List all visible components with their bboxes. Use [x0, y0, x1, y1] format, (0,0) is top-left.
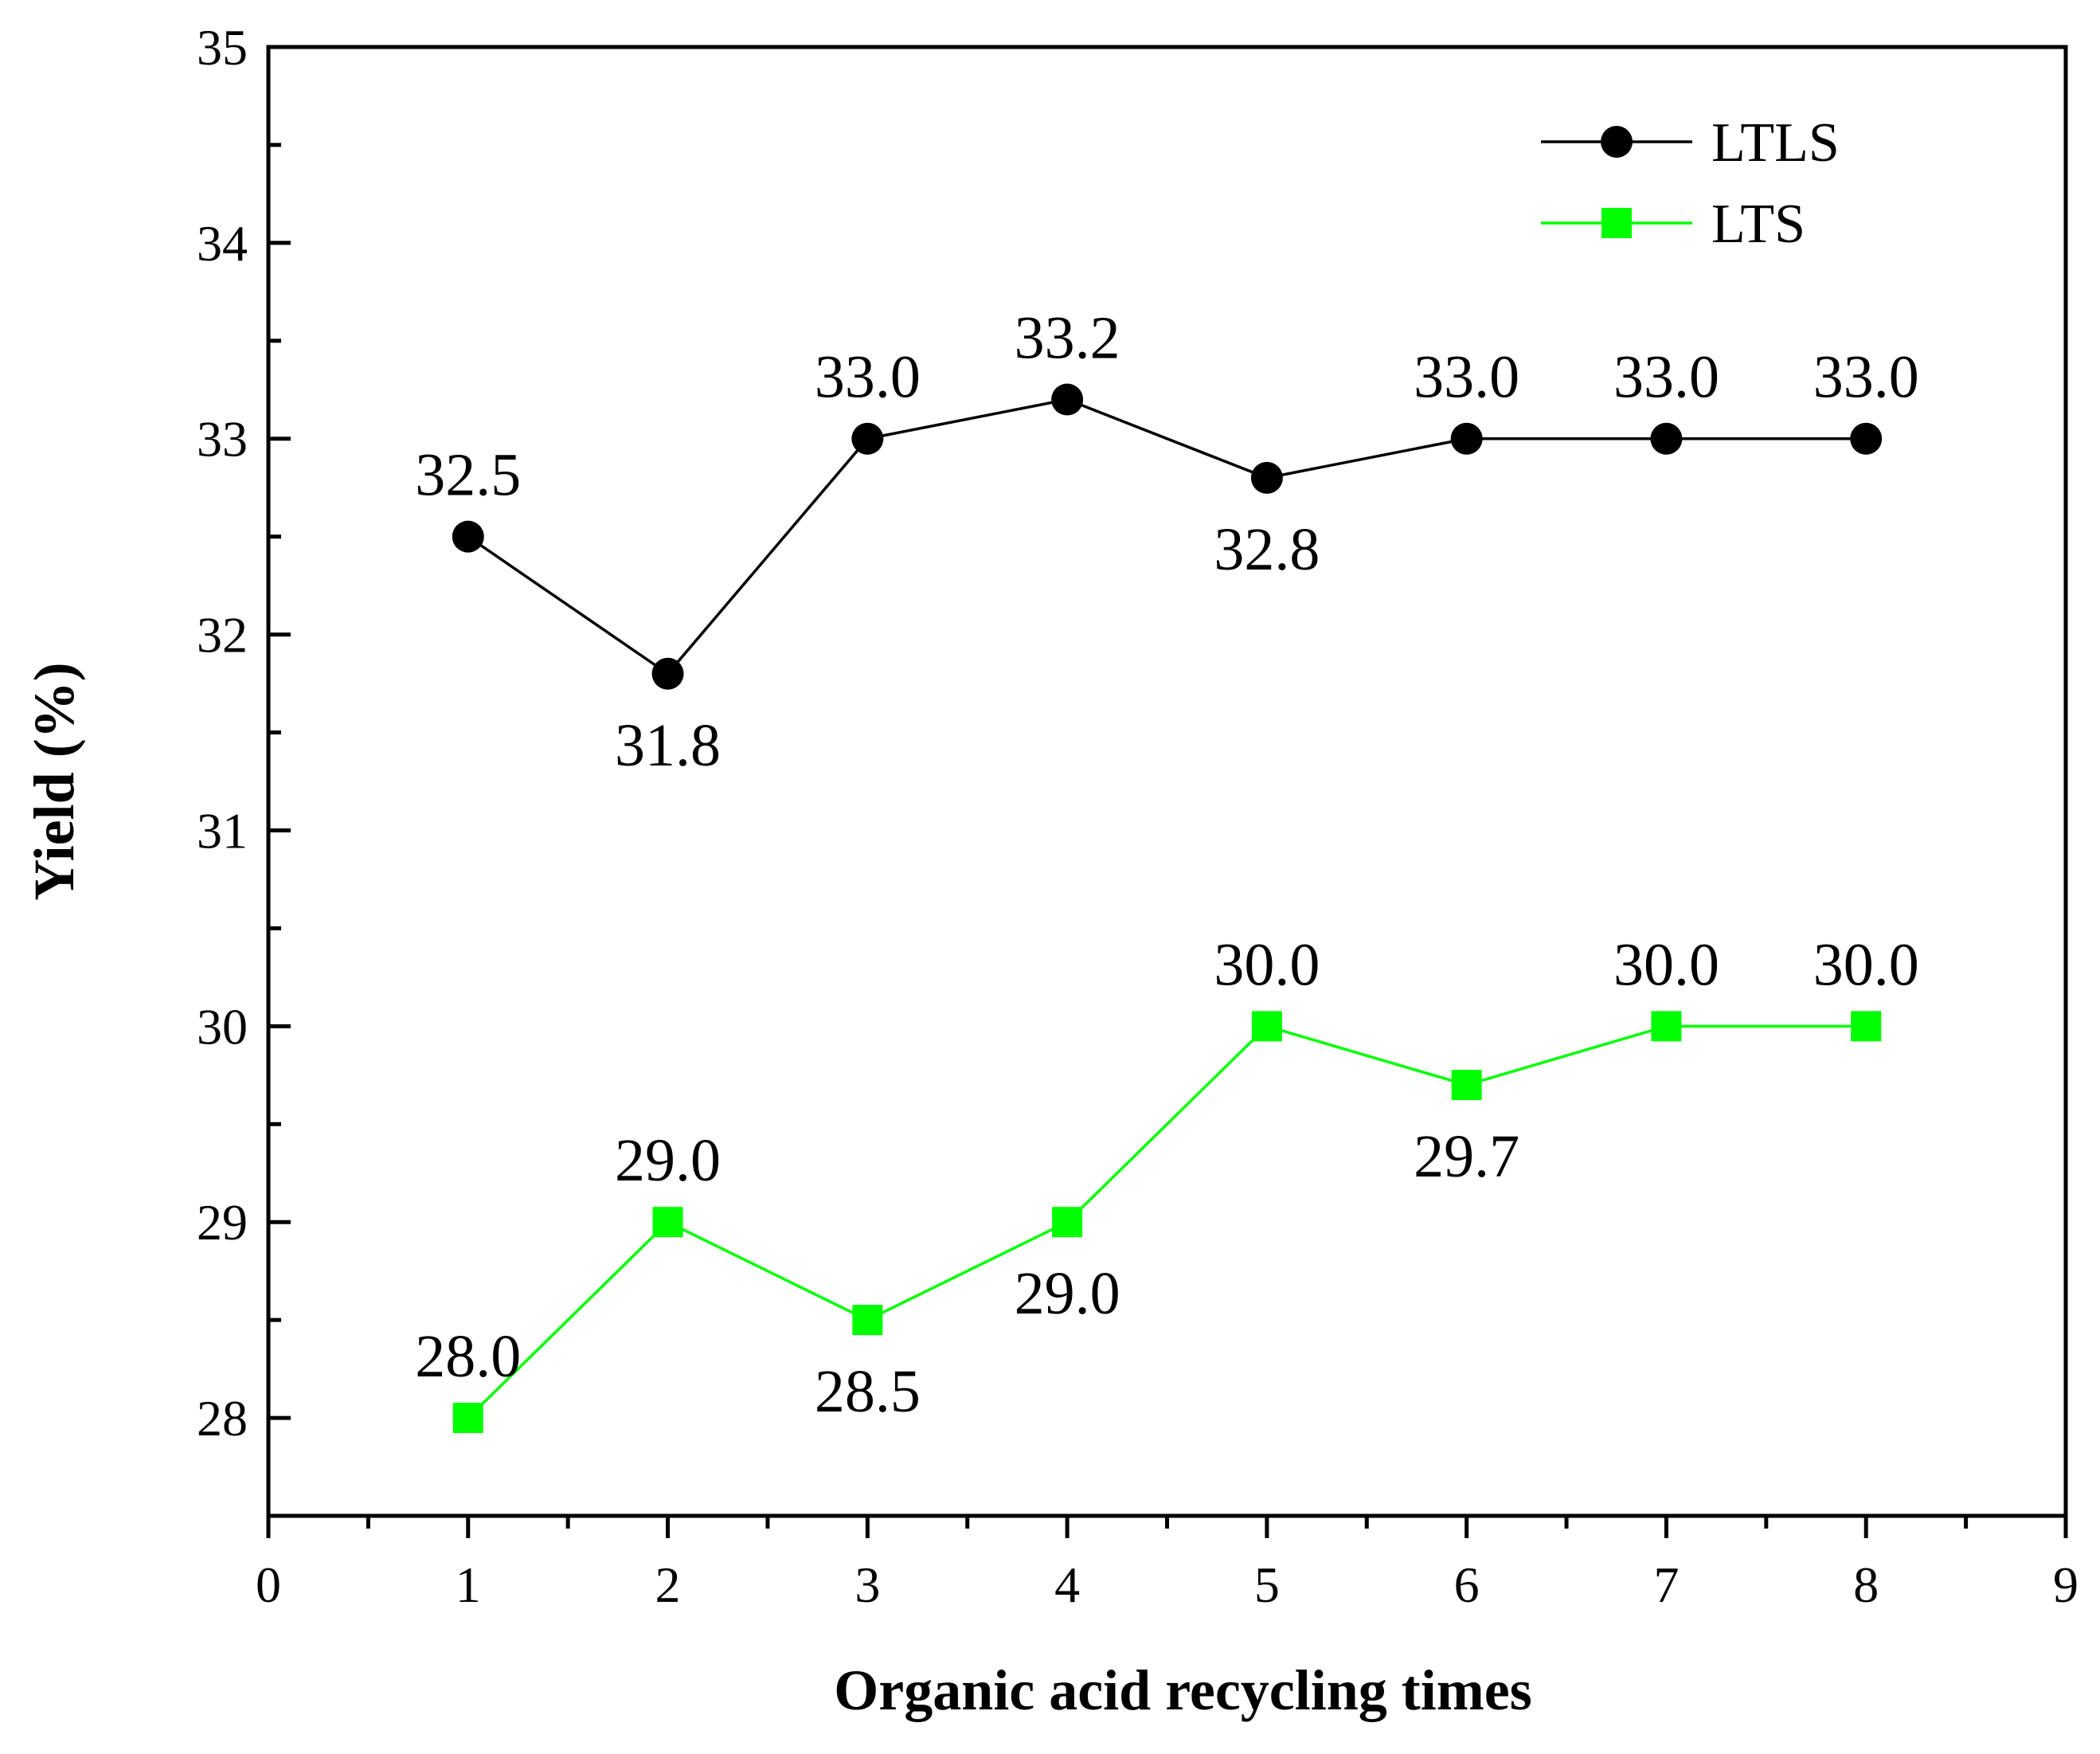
- data-point-lts: [1451, 1070, 1482, 1101]
- data-label: 29.0: [615, 1127, 721, 1194]
- data-point-lts: [1851, 1011, 1882, 1042]
- data-label: 32.8: [1214, 516, 1320, 583]
- data-point-lts: [1052, 1207, 1083, 1238]
- data-label: 29.7: [1414, 1123, 1519, 1190]
- x-tick-label: 4: [1054, 1556, 1080, 1613]
- data-label: 30.0: [1613, 931, 1719, 998]
- legend-label-ltls: LTLS: [1711, 112, 1840, 174]
- y-tick-label: 29: [197, 1194, 248, 1251]
- data-label: 33.0: [815, 344, 921, 411]
- data-label: 29.0: [1015, 1260, 1120, 1327]
- data-point-ltls: [651, 657, 684, 690]
- data-point-lts: [1651, 1011, 1682, 1042]
- data-point-ltls: [1850, 422, 1883, 455]
- series-line-lts: [467, 1024, 1867, 1419]
- data-point-ltls: [1450, 422, 1483, 455]
- x-tick-label: 6: [1454, 1556, 1480, 1613]
- data-point-ltls: [1051, 383, 1084, 416]
- data-point-lts: [852, 1305, 883, 1336]
- series-line-ltls: [467, 397, 1867, 676]
- data-label: 33.0: [1414, 344, 1519, 411]
- y-tick-label: 28: [197, 1390, 248, 1447]
- plot-frame: [266, 45, 2068, 1518]
- data-label: 33.0: [1813, 344, 1919, 411]
- legend-marker-circle: [1601, 126, 1633, 158]
- legend-marker-square: [1601, 208, 1632, 238]
- y-tick-label: 30: [197, 998, 248, 1055]
- data-label: 33.0: [1613, 344, 1719, 411]
- x-axis-title: Organic acid recycling times: [834, 1658, 1531, 1722]
- y-tick-label: 35: [197, 19, 248, 76]
- data-label: 28.5: [815, 1358, 921, 1425]
- data-label: 30.0: [1813, 931, 1919, 998]
- x-tick-label: 1: [456, 1556, 481, 1613]
- data-point-ltls: [452, 520, 484, 553]
- y-axis-title: Yield (%): [22, 662, 86, 900]
- x-tick-label: 0: [256, 1556, 281, 1613]
- data-label: 30.0: [1214, 931, 1320, 998]
- x-tick-label: 5: [1254, 1556, 1280, 1613]
- data-point-lts: [1251, 1011, 1282, 1042]
- data-point-ltls: [1650, 422, 1683, 455]
- data-point-lts: [452, 1403, 483, 1434]
- y-tick-label: 32: [197, 607, 248, 664]
- data-point-ltls: [1250, 461, 1283, 494]
- y-tick-label: 34: [197, 215, 248, 272]
- data-label: 28.0: [415, 1323, 521, 1390]
- x-tick-label: 9: [2053, 1556, 2078, 1613]
- y-tick-label: 33: [197, 411, 248, 468]
- data-label: 32.5: [415, 442, 521, 509]
- data-label: 31.8: [615, 712, 721, 779]
- x-tick-label: 3: [854, 1556, 880, 1613]
- x-tick-label: 7: [1653, 1556, 1679, 1613]
- x-tick-label: 8: [1853, 1556, 1879, 1613]
- legend-label-lts: LTS: [1711, 194, 1805, 255]
- data-label: 33.2: [1015, 305, 1120, 372]
- data-point-ltls: [851, 422, 884, 455]
- data-point-lts: [652, 1207, 683, 1238]
- x-tick-label: 2: [655, 1556, 681, 1613]
- y-tick-label: 31: [197, 802, 248, 859]
